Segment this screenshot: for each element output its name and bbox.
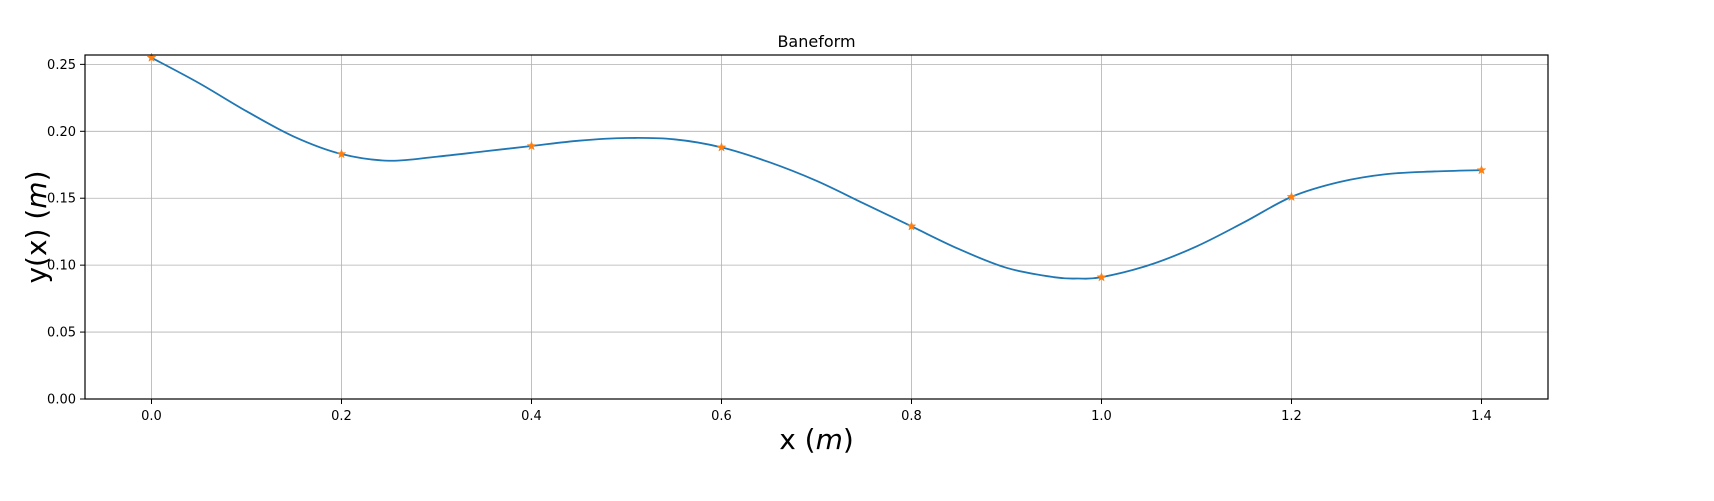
data-point-marker — [1476, 164, 1487, 175]
x-ticks: 0.0 0.2 0.4 0.6 0.8 1.0 1.2 1.4 — [141, 399, 1492, 424]
x-tick-label: 1.2 — [1281, 409, 1302, 424]
x-tick-label: 0.6 — [711, 409, 732, 424]
y-axis-label: y(x) (m) — [20, 170, 53, 283]
x-axis-label: x (m) — [779, 423, 854, 456]
y-axis-label-prefix: y(x) ( — [20, 209, 53, 284]
y-tick-label: 0.00 — [47, 393, 76, 408]
data-point-marker — [146, 52, 157, 62]
data-point-marker — [526, 140, 537, 151]
y-tick-label: 0.10 — [47, 259, 76, 274]
data-point-marker — [1096, 271, 1107, 282]
series-layer — [146, 52, 1487, 282]
y-tick-label: 0.25 — [47, 58, 76, 73]
data-point-marker — [906, 221, 917, 231]
x-axis-label-prefix: x ( — [779, 423, 815, 456]
x-tick-label: 0.2 — [331, 409, 352, 424]
x-tick-label: 0.4 — [521, 409, 542, 424]
series-line — [151, 56, 1482, 280]
x-tick-label: 0.0 — [141, 409, 162, 424]
x-axis-label-suffix: ) — [843, 423, 854, 456]
data-point-marker — [716, 142, 727, 152]
x-tick-label: 1.0 — [1091, 409, 1112, 424]
y-tick-label: 0.20 — [47, 125, 76, 140]
grid — [85, 55, 1548, 400]
chart-title: Baneform — [777, 32, 855, 51]
x-tick-label: 1.4 — [1471, 409, 1492, 424]
plot-frame — [84, 54, 1549, 400]
y-axis-label-unit: m — [20, 181, 53, 208]
y-axis-label-suffix: ) — [20, 170, 53, 181]
data-point-marker — [336, 148, 347, 159]
data-point-marker — [1286, 191, 1297, 202]
x-tick-label: 0.8 — [901, 409, 922, 424]
y-tick-label: 0.05 — [47, 326, 76, 341]
y-ticks: 0.00 0.05 0.10 0.15 0.20 0.25 — [47, 58, 85, 408]
y-tick-label: 0.15 — [47, 192, 76, 207]
x-axis-label-unit: m — [816, 423, 843, 456]
